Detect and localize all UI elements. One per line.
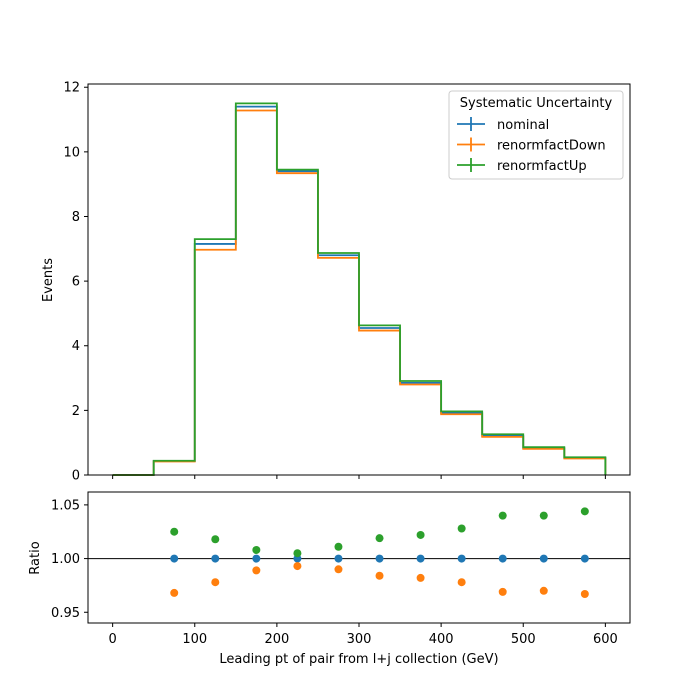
ratio-point-renormfactdown	[416, 573, 425, 582]
main-y-tick-label: 0	[72, 469, 80, 484]
main-y-tick-label: 8	[72, 210, 80, 225]
ratio-point-renormfactup	[498, 511, 507, 520]
ratio-point-renormfactup	[170, 527, 179, 536]
x-tick-label: 0	[108, 632, 116, 647]
main-y-tick-label: 6	[72, 275, 80, 290]
main-x-ticks	[112, 475, 606, 479]
ratio-point-nominal	[375, 554, 384, 563]
x-tick-label: 600	[593, 632, 618, 647]
ratio-y-axis-label: Ratio	[28, 541, 43, 574]
x-tick-label: 100	[182, 632, 207, 647]
x-tick-label: 500	[511, 632, 536, 647]
ratio-point-renormfactup	[211, 535, 220, 544]
x-tick-label: 300	[347, 632, 372, 647]
main-y-tick-label: 4	[72, 339, 80, 354]
ratio-y-ticks: 0.95 1.00 1.05	[51, 498, 88, 621]
ratio-point-renormfactdown	[539, 586, 548, 595]
ratio-point-nominal	[334, 554, 343, 563]
ratio-point-renormfactdown	[293, 562, 302, 571]
ratio-point-nominal	[539, 554, 548, 563]
ratio-point-renormfactdown	[457, 578, 466, 587]
legend-entries: nominal renormfactDown renormfactUp	[457, 117, 606, 174]
ratio-point-nominal	[170, 554, 179, 563]
ratio-point-renormfactup	[457, 524, 466, 533]
main-y-axis-label: Events	[41, 258, 56, 302]
ratio-y-tick-label: 1.05	[51, 498, 80, 513]
legend-box	[448, 90, 624, 180]
ratio-x-ticks: 0 100 200 300 400 500 600	[108, 623, 618, 647]
ratio-point-renormfactdown	[252, 566, 261, 575]
ratio-point-renormfactdown	[375, 571, 384, 580]
ratio-points-group	[170, 507, 589, 599]
ratio-point-nominal	[498, 554, 507, 563]
x-tick-label: 200	[264, 632, 289, 647]
legend-title: Systematic Uncertainty	[460, 96, 613, 111]
main-y-ticks: 0 2 4 6 8 10 12	[63, 81, 88, 484]
ratio-point-nominal	[416, 554, 425, 563]
ratio-point-renormfactup	[580, 507, 589, 516]
main-y-tick-label: 12	[63, 81, 80, 96]
x-tick-label: 400	[429, 632, 454, 647]
ratio-y-tick-label: 1.00	[51, 552, 80, 567]
ratio-point-renormfactup	[375, 534, 384, 543]
legend-label-renormfactdown: renormfactDown	[497, 139, 606, 154]
ratio-point-renormfactup	[293, 549, 302, 558]
ratio-point-renormfactup	[539, 511, 548, 520]
legend-label-renormfactup: renormfactUp	[497, 159, 587, 174]
ratio-point-renormfactup	[334, 542, 343, 551]
legend-label-nominal: nominal	[497, 118, 549, 133]
ratio-point-nominal	[211, 554, 220, 563]
histogram-series-group	[112, 102, 607, 476]
main-y-tick-label: 2	[72, 404, 80, 419]
ratio-point-renormfactdown	[334, 565, 343, 574]
ratio-point-nominal	[457, 554, 466, 563]
ratio-point-renormfactdown	[170, 588, 179, 597]
ratio-panel: 0.95 1.00 1.05 0 100 200 300 400 500 600 Ratio L…	[28, 491, 631, 667]
ratio-point-renormfactup	[252, 545, 261, 554]
ratio-point-renormfactdown	[211, 578, 220, 587]
ratio-point-nominal	[252, 554, 261, 563]
ratio-point-renormfactup	[416, 530, 425, 539]
x-axis-label: Leading pt of pair from l+j collection (…	[219, 652, 498, 667]
ratio-point-nominal	[580, 554, 589, 563]
legend: Systematic Uncertainty nominal renormfact…	[448, 90, 624, 180]
histogram-line-renormfactup	[112, 102, 607, 476]
main-y-tick-label: 10	[63, 145, 80, 160]
ratio-point-renormfactdown	[498, 587, 507, 596]
main-histogram-panel: 0 2 4 6 8 10 12 Events Systematic Uncertainty …	[41, 81, 631, 484]
ratio-y-tick-label: 0.95	[51, 606, 80, 621]
ratio-point-renormfactdown	[580, 590, 589, 599]
